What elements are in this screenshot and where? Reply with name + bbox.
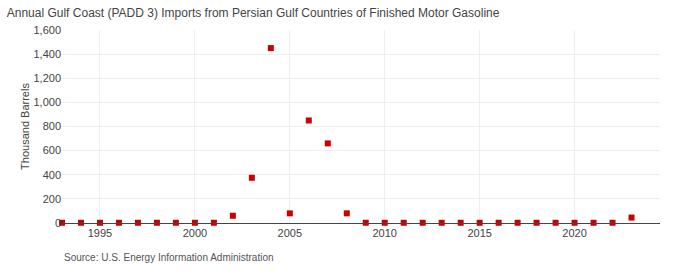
svg-text:Thousand Barrels: Thousand Barrels xyxy=(19,83,31,170)
svg-text:2015: 2015 xyxy=(467,227,491,239)
svg-text:2020: 2020 xyxy=(562,227,586,239)
svg-text:2005: 2005 xyxy=(278,227,302,239)
svg-text:1,000: 1,000 xyxy=(33,96,61,108)
svg-text:0: 0 xyxy=(55,217,61,229)
svg-text:400: 400 xyxy=(43,169,61,181)
svg-text:Source: U.S. Energy Informatio: Source: U.S. Energy Information Administ… xyxy=(64,252,274,263)
svg-text:1,600: 1,600 xyxy=(33,24,61,36)
svg-text:1995: 1995 xyxy=(88,227,112,239)
svg-text:2000: 2000 xyxy=(183,227,207,239)
svg-text:200: 200 xyxy=(43,193,61,205)
svg-text:Annual Gulf Coast (PADD 3) Imp: Annual Gulf Coast (PADD 3) Imports from … xyxy=(7,6,500,20)
svg-text:800: 800 xyxy=(43,120,61,132)
svg-text:2010: 2010 xyxy=(372,227,396,239)
svg-text:1,400: 1,400 xyxy=(33,48,61,60)
svg-text:1,200: 1,200 xyxy=(33,72,61,84)
svg-text:600: 600 xyxy=(43,144,61,156)
